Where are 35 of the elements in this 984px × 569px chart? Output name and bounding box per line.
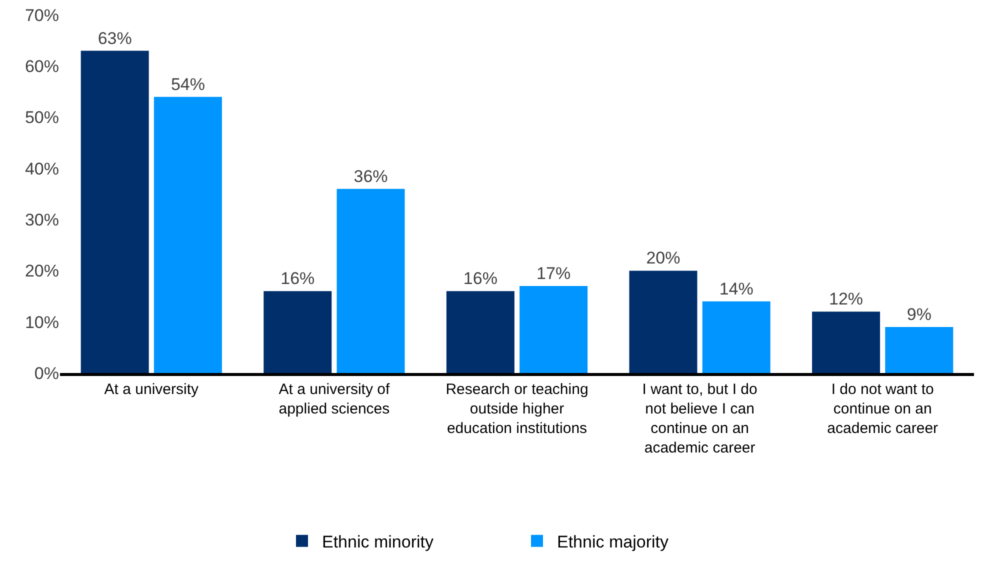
data-label: 54% — [170, 74, 205, 94]
x-tick-label: I want to, but I do not believe I can continue on an academic career — [642, 381, 758, 456]
data-label: 12% — [829, 290, 864, 309]
bar — [264, 291, 332, 373]
bar — [154, 96, 222, 373]
y-tick-label: 10% — [24, 312, 59, 332]
y-tick-label: 60% — [24, 57, 59, 76]
y-tick-label: 70% — [24, 6, 59, 25]
x-tick-label: At a university — [104, 381, 199, 398]
data-label: 14% — [719, 279, 754, 298]
y-tick-label: 30% — [24, 210, 59, 230]
data-label: 20% — [646, 248, 680, 268]
y-tick-label: 50% — [24, 108, 59, 128]
bar — [702, 301, 770, 373]
x-tick-label: Research or teaching outside higher education institutions — [446, 381, 588, 437]
y-tick-label: 0% — [34, 364, 59, 383]
legend-label: Ethnic majority — [557, 532, 669, 552]
x-tick-label: At a university of applied sciences — [278, 381, 390, 418]
bar — [629, 270, 698, 373]
bar — [446, 291, 514, 373]
data-label: 17% — [536, 264, 571, 284]
bar — [336, 188, 405, 373]
y-tick-label: 40% — [24, 159, 59, 178]
bar — [885, 326, 954, 373]
bar — [520, 286, 588, 373]
x-tick-label: I do not want to continue on an academic career — [827, 381, 938, 437]
data-label: 16% — [463, 269, 498, 288]
data-label: 63% — [98, 28, 132, 48]
data-label: 36% — [354, 166, 388, 186]
y-tick-label: 20% — [24, 262, 59, 281]
bar — [812, 312, 880, 373]
bar — [80, 50, 149, 373]
data-label: 16% — [280, 269, 315, 288]
data-label: 9% — [906, 304, 932, 324]
legend-label: Ethnic minority — [322, 532, 434, 552]
